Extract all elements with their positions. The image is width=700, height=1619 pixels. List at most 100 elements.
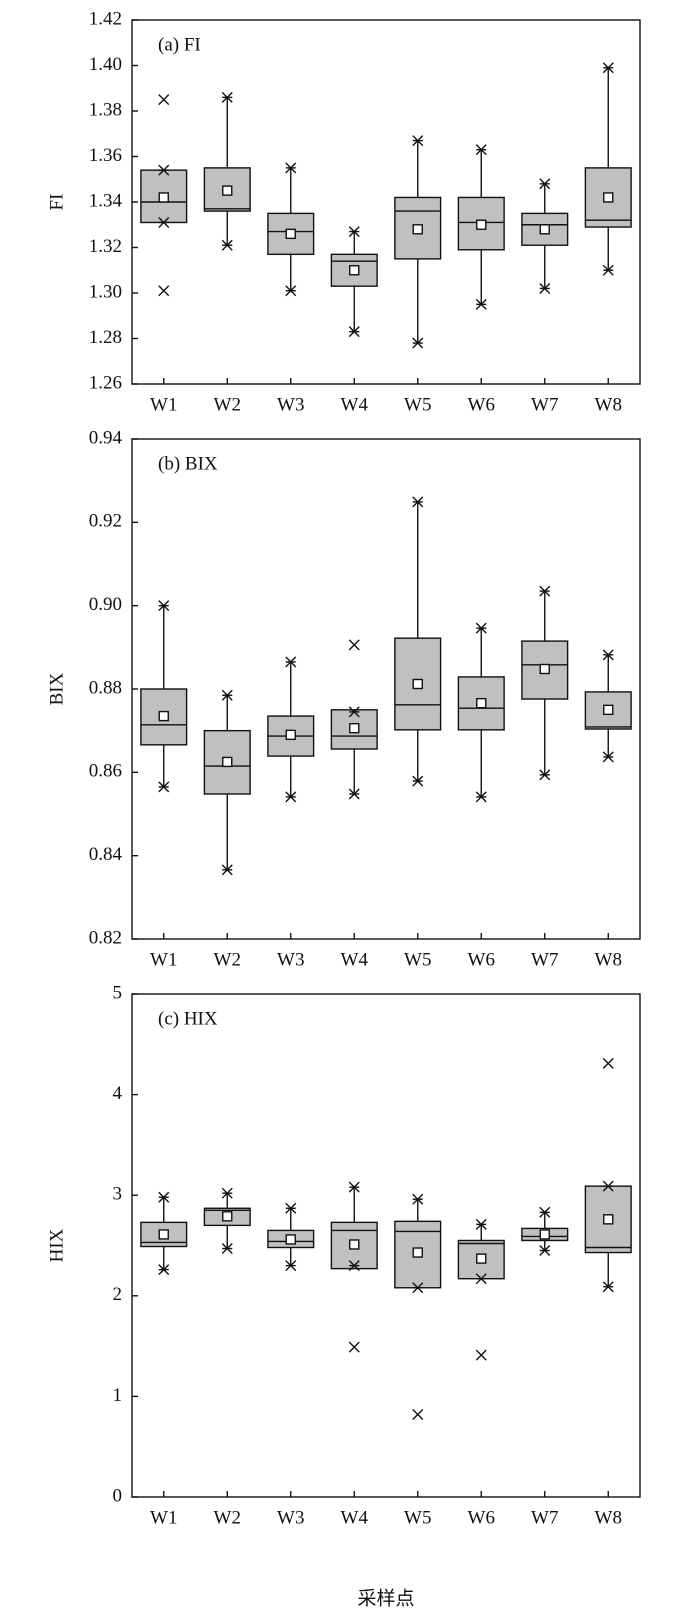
panel-title: (a) FI: [158, 34, 201, 55]
extreme-mark: [412, 496, 424, 508]
mean: [412, 678, 423, 690]
y-tick-label: 3: [113, 1184, 123, 1205]
extreme-mark: [158, 600, 170, 612]
extreme-mark: [221, 864, 233, 876]
outlier: [412, 1409, 424, 1421]
y-axis-label: BIX: [46, 672, 67, 705]
x-tick-label: W3: [277, 1507, 304, 1528]
extreme-mark: [285, 1260, 297, 1272]
extreme-mark: [475, 1218, 487, 1230]
y-tick-label: 0.90: [89, 594, 122, 615]
mean: [603, 704, 614, 716]
extreme-mark: [475, 1273, 487, 1285]
extreme-mark: [539, 585, 551, 597]
extreme-mark: [539, 1206, 551, 1218]
y-axis-label: FI: [46, 194, 67, 211]
mean: [349, 722, 360, 734]
extreme-mark: [475, 791, 487, 803]
extreme-mark: [602, 1180, 614, 1192]
mean: [285, 1234, 296, 1245]
x-tick-label: W6: [468, 394, 495, 415]
y-tick-label: 0.92: [89, 511, 122, 532]
extreme-mark: [602, 649, 614, 661]
outlier: [348, 1341, 360, 1353]
x-tick-label: W4: [341, 394, 369, 415]
y-tick-label: 1.34: [89, 190, 123, 211]
x-axis-label: 采样点: [357, 1587, 414, 1609]
extreme-mark: [602, 1281, 614, 1293]
mean: [285, 729, 296, 741]
x-tick-label: W5: [404, 394, 431, 415]
x-tick-label: W5: [404, 1507, 431, 1528]
extreme-mark: [348, 1181, 360, 1193]
extreme-mark: [602, 264, 614, 276]
x-tick-label: W8: [595, 949, 622, 970]
y-tick-label: 0: [113, 1485, 123, 1506]
extreme-mark: [158, 164, 170, 176]
y-tick-label: 1.32: [89, 236, 122, 257]
outlier: [475, 1349, 487, 1361]
extreme-mark: [158, 216, 170, 228]
y-tick-label: 0.84: [89, 844, 123, 865]
x-tick-label: W7: [531, 394, 558, 415]
x-tick-label: W7: [531, 949, 558, 970]
extreme-mark: [221, 1243, 233, 1255]
x-tick-label: W2: [214, 394, 241, 415]
x-tick-label: W2: [214, 1507, 241, 1528]
mean: [539, 663, 550, 675]
extreme-mark: [539, 282, 551, 294]
y-tick-label: 1.30: [89, 281, 122, 302]
mean: [476, 219, 487, 230]
mean: [285, 228, 296, 240]
extreme-mark: [412, 1282, 424, 1294]
mean: [476, 1253, 487, 1264]
extreme-mark: [539, 178, 551, 190]
y-tick-label: 1.40: [89, 54, 122, 75]
extreme-mark: [412, 135, 424, 147]
extreme-mark: [158, 1191, 170, 1203]
y-tick-label: 2: [113, 1284, 123, 1305]
extreme-mark: [285, 1202, 297, 1214]
extreme-mark: [285, 656, 297, 668]
y-axis-label: HIX: [46, 1228, 67, 1262]
panel-title: (c) HIX: [158, 1008, 218, 1029]
y-tick-label: 0.94: [89, 427, 123, 448]
y-tick-label: 1.38: [89, 99, 122, 120]
mean: [158, 1229, 169, 1240]
x-tick-label: W2: [214, 949, 241, 970]
y-tick-label: 1.26: [89, 372, 122, 393]
x-tick-label: W8: [595, 1507, 622, 1528]
extreme-mark: [348, 706, 360, 718]
mean: [222, 1211, 233, 1222]
outlier: [348, 639, 360, 651]
extreme-mark: [221, 689, 233, 701]
extreme-mark: [475, 298, 487, 310]
extreme-mark: [412, 337, 424, 349]
extreme-mark: [221, 91, 233, 103]
mean: [349, 265, 360, 276]
y-tick-label: 1.28: [89, 327, 122, 348]
extreme-mark: [539, 1245, 551, 1257]
extreme-mark: [285, 285, 297, 297]
mean: [476, 697, 487, 709]
y-tick-label: 1.42: [89, 8, 122, 29]
extreme-mark: [158, 1264, 170, 1276]
extreme-mark: [221, 1187, 233, 1199]
extreme-mark: [602, 751, 614, 763]
extreme-mark: [475, 144, 487, 156]
extreme-mark: [348, 226, 360, 238]
mean: [412, 224, 423, 235]
box: [330, 253, 378, 287]
outlier: [158, 94, 170, 106]
mean: [539, 1229, 550, 1240]
mean: [603, 1214, 614, 1225]
x-tick-label: W5: [404, 949, 431, 970]
x-tick-label: W8: [595, 394, 622, 415]
outlier: [158, 285, 170, 297]
extreme-mark: [539, 769, 551, 781]
x-tick-label: W4: [341, 949, 369, 970]
x-tick-label: W3: [277, 949, 304, 970]
x-tick-label: W7: [531, 1507, 558, 1528]
extreme-mark: [221, 239, 233, 251]
y-tick-label: 1.36: [89, 145, 122, 166]
